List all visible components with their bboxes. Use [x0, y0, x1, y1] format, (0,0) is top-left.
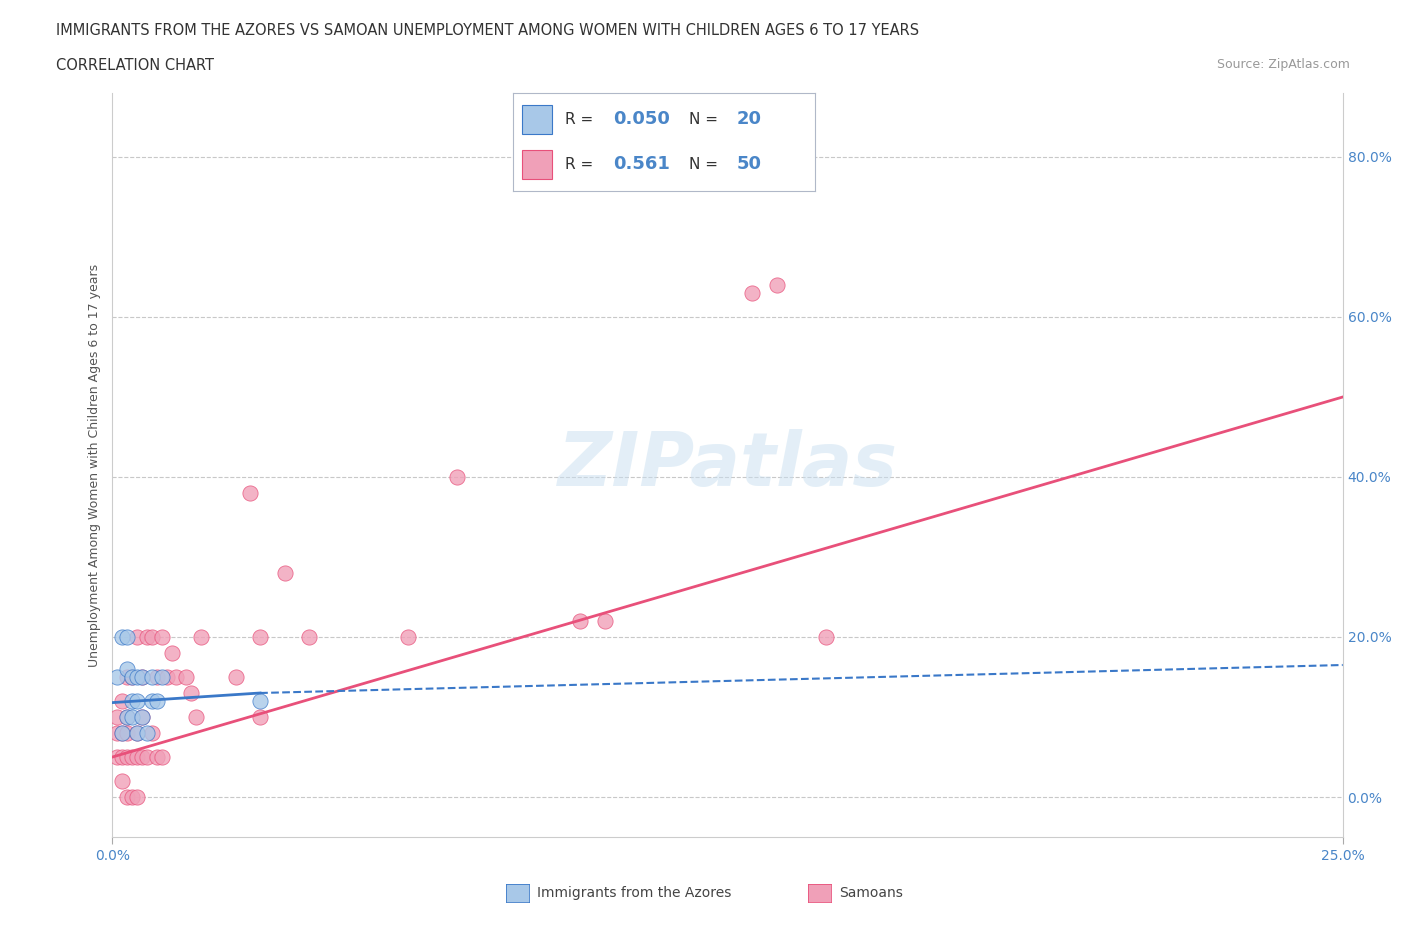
Text: 20: 20: [737, 111, 762, 128]
Point: [111, 725, 134, 740]
Point: [131, 750, 153, 764]
Text: Immigrants from the Azores: Immigrants from the Azores: [537, 885, 731, 900]
Point: [141, 670, 163, 684]
Point: [121, 790, 143, 804]
Point: [107, 670, 129, 684]
Point: [136, 725, 159, 740]
Point: [121, 710, 143, 724]
Point: [117, 790, 138, 804]
Point: [249, 694, 271, 709]
Point: [127, 670, 149, 684]
Point: [131, 710, 153, 724]
Point: [146, 670, 169, 684]
Point: [127, 790, 149, 804]
Point: [131, 670, 153, 684]
Point: [249, 710, 271, 724]
Point: [111, 694, 134, 709]
Point: [146, 750, 169, 764]
Point: [174, 670, 197, 684]
Point: [180, 685, 202, 700]
Point: [117, 750, 138, 764]
Point: [150, 630, 173, 644]
Text: Source: ZipAtlas.com: Source: ZipAtlas.com: [1216, 58, 1350, 71]
Point: [111, 630, 134, 644]
Point: [121, 750, 143, 764]
Point: [274, 565, 297, 580]
Point: [127, 750, 149, 764]
Point: [166, 670, 188, 684]
Text: N =: N =: [689, 157, 723, 172]
Point: [117, 710, 138, 724]
Point: [127, 630, 149, 644]
Point: [127, 725, 149, 740]
Point: [117, 630, 138, 644]
Y-axis label: Unemployment Among Women with Children Ages 6 to 17 years: Unemployment Among Women with Children A…: [89, 263, 101, 667]
Point: [141, 630, 163, 644]
Point: [131, 710, 153, 724]
Point: [117, 710, 138, 724]
FancyBboxPatch shape: [522, 150, 553, 179]
Point: [446, 470, 468, 485]
Point: [298, 630, 321, 644]
Text: CORRELATION CHART: CORRELATION CHART: [56, 58, 214, 73]
Point: [127, 694, 149, 709]
Point: [121, 694, 143, 709]
Point: [111, 774, 134, 789]
Point: [249, 630, 271, 644]
FancyBboxPatch shape: [522, 105, 553, 134]
Point: [107, 750, 129, 764]
Point: [239, 485, 262, 500]
Text: Samoans: Samoans: [839, 885, 903, 900]
Text: 0.561: 0.561: [613, 155, 669, 173]
Point: [190, 630, 212, 644]
Point: [741, 286, 763, 300]
Text: N =: N =: [689, 112, 723, 126]
Point: [815, 630, 838, 644]
Text: R =: R =: [565, 112, 598, 126]
Point: [141, 725, 163, 740]
Point: [121, 670, 143, 684]
Point: [593, 614, 616, 629]
Point: [117, 725, 138, 740]
Point: [107, 725, 129, 740]
Point: [111, 725, 134, 740]
Point: [121, 670, 143, 684]
Point: [107, 710, 129, 724]
Point: [141, 694, 163, 709]
Point: [160, 645, 183, 660]
Point: [136, 630, 159, 644]
Point: [396, 630, 419, 644]
Text: 50: 50: [737, 155, 762, 173]
Point: [117, 661, 138, 676]
Point: [766, 277, 789, 292]
Text: IMMIGRANTS FROM THE AZORES VS SAMOAN UNEMPLOYMENT AMONG WOMEN WITH CHILDREN AGES: IMMIGRANTS FROM THE AZORES VS SAMOAN UNE…: [56, 23, 920, 38]
Text: ZIPatlas: ZIPatlas: [558, 429, 897, 501]
Point: [127, 725, 149, 740]
Point: [150, 670, 173, 684]
Point: [150, 750, 173, 764]
Point: [225, 670, 247, 684]
Point: [136, 750, 159, 764]
Text: R =: R =: [565, 157, 603, 172]
Point: [155, 670, 177, 684]
Point: [568, 614, 592, 629]
Point: [117, 670, 138, 684]
Text: 0.050: 0.050: [613, 111, 669, 128]
Point: [186, 710, 208, 724]
Point: [111, 750, 134, 764]
Point: [146, 694, 169, 709]
Point: [131, 670, 153, 684]
